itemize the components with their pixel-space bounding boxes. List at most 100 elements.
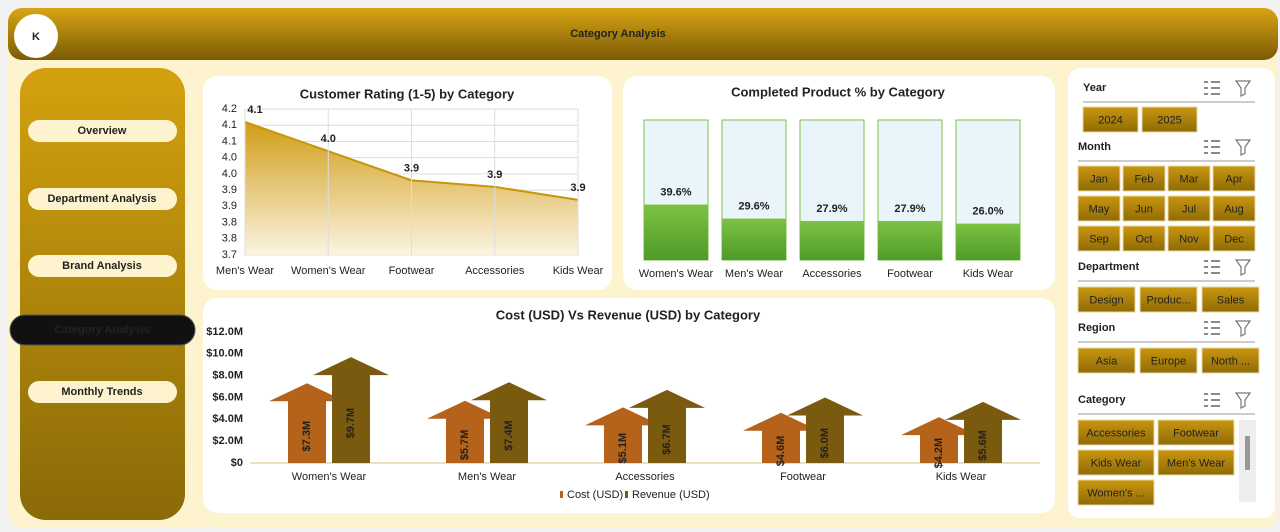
slicer-item[interactable]: Oct [1135,233,1152,245]
bar [313,357,389,463]
data-label: $5.1M [617,433,629,464]
slicer-title: Category [1078,394,1127,406]
nav-button[interactable] [28,188,177,210]
scroll-thumb [1245,436,1250,470]
slicer-button[interactable] [1122,195,1166,222]
slicer-button[interactable] [1201,286,1260,313]
multi-select-icon[interactable] [1204,140,1220,154]
slicer-button[interactable] [1157,419,1235,446]
slicer-item[interactable]: Men's Wear [1167,457,1225,469]
slicer-item[interactable]: Asia [1096,355,1118,367]
slicer-button[interactable] [1077,419,1155,446]
slicer-item[interactable]: Mar [1180,173,1199,185]
slicer-item[interactable]: Apr [1225,173,1242,185]
x-tick-label: Kids Wear [553,265,604,277]
slicer-button[interactable] [1167,165,1211,192]
nav-label[interactable]: Overview [78,125,127,137]
y-tick-label: 3.7 [222,249,237,261]
multi-select-icon[interactable] [1204,81,1220,95]
logo [14,14,58,58]
slicer-item[interactable]: 2025 [1157,114,1181,126]
nav-button-active[interactable] [9,314,196,346]
data-label: 4.1 [247,104,262,116]
slicer-button[interactable] [1167,225,1211,252]
y-tick-label: 4.1 [222,119,237,131]
bar [945,401,1021,463]
nav-label[interactable]: Department Analysis [47,193,156,205]
slicer-button[interactable] [1141,106,1198,133]
nav-label[interactable]: Brand Analysis [62,260,142,272]
slicer-item[interactable]: Jan [1090,173,1108,185]
slicer-button[interactable] [1212,225,1256,252]
slicer-button[interactable] [1212,165,1256,192]
nav-button[interactable] [28,381,177,403]
slicer-button[interactable] [1201,347,1260,374]
slicer-button[interactable] [1157,449,1235,476]
clear-filter-icon[interactable] [1234,80,1252,97]
page-title: Category Analysis [570,28,666,40]
slicer-button[interactable] [1077,286,1136,313]
legend-label: Revenue (USD) [632,489,710,501]
slicer-item[interactable]: Design [1089,294,1123,306]
slicer-button[interactable] [1082,106,1139,133]
header-bar [8,8,1278,60]
slicer-item[interactable]: Sep [1089,233,1109,245]
x-tick-label: Footwear [389,265,435,277]
slicer-item[interactable]: Accessories [1086,427,1146,439]
slicer-button[interactable] [1212,195,1256,222]
clear-filter-icon[interactable] [1234,259,1252,276]
slicer-button[interactable] [1077,225,1121,252]
slicer-button[interactable] [1077,449,1155,476]
clear-filter-icon[interactable] [1234,392,1252,409]
slicer-button[interactable] [1077,165,1121,192]
bar [269,383,345,463]
slicer-button[interactable] [1139,347,1198,374]
slicer-item[interactable]: Feb [1135,173,1154,185]
slicer-button[interactable] [1122,165,1166,192]
slicer-item[interactable]: Jun [1135,203,1153,215]
nav-label[interactable]: Category Analysis [54,324,150,336]
slicer-item[interactable]: Aug [1224,203,1244,215]
slicer-item[interactable]: Women's ... [1087,487,1145,499]
slicer-button[interactable] [1167,195,1211,222]
slicer-button[interactable] [1077,195,1121,222]
multi-select-icon[interactable] [1204,260,1220,274]
slicer-item[interactable]: Produc... [1146,294,1190,306]
slicer-item[interactable]: Sales [1217,294,1245,306]
clear-filter-icon[interactable] [1234,139,1252,156]
y-tick-label: 4.2 [222,103,237,115]
slicer-button[interactable] [1139,286,1198,313]
nav-label[interactable]: Monthly Trends [61,386,142,398]
x-tick-label: Women's Wear [639,268,714,280]
bar [471,382,547,463]
x-tick-label: Accessories [802,268,862,280]
legend-swatch [560,491,563,498]
bar [644,204,708,260]
clear-filter-icon[interactable] [1234,320,1252,337]
nav-button[interactable] [28,120,177,142]
slicer-button[interactable] [1077,479,1155,506]
slicer-item[interactable]: May [1089,203,1110,215]
multi-select-icon[interactable] [1204,393,1220,407]
slicer-item[interactable]: Jul [1182,203,1196,215]
slicer-button[interactable] [1122,225,1166,252]
data-label: 26.0% [972,206,1003,218]
slicer-title: Department [1078,261,1139,273]
slicer-item[interactable]: North ... [1211,355,1250,367]
slicer-item[interactable]: Footwear [1173,427,1219,439]
slicer-item[interactable]: Dec [1224,233,1244,245]
slicer-item[interactable]: Kids Wear [1091,457,1142,469]
nav-button[interactable] [28,255,177,277]
multi-select-icon[interactable] [1204,321,1220,335]
slicer-title: Region [1078,322,1116,334]
slicer-button[interactable] [1077,347,1136,374]
slicer-item[interactable]: Europe [1151,355,1186,367]
x-tick-label: Men's Wear [725,268,783,280]
slicer-item[interactable]: Nov [1179,233,1199,245]
data-label: 29.6% [738,200,769,212]
slicer-title: Month [1078,141,1111,153]
y-tick-label: 3.8 [222,233,237,245]
slicer-item[interactable]: 2024 [1098,114,1122,126]
y-tick-label: 3.9 [222,184,237,196]
